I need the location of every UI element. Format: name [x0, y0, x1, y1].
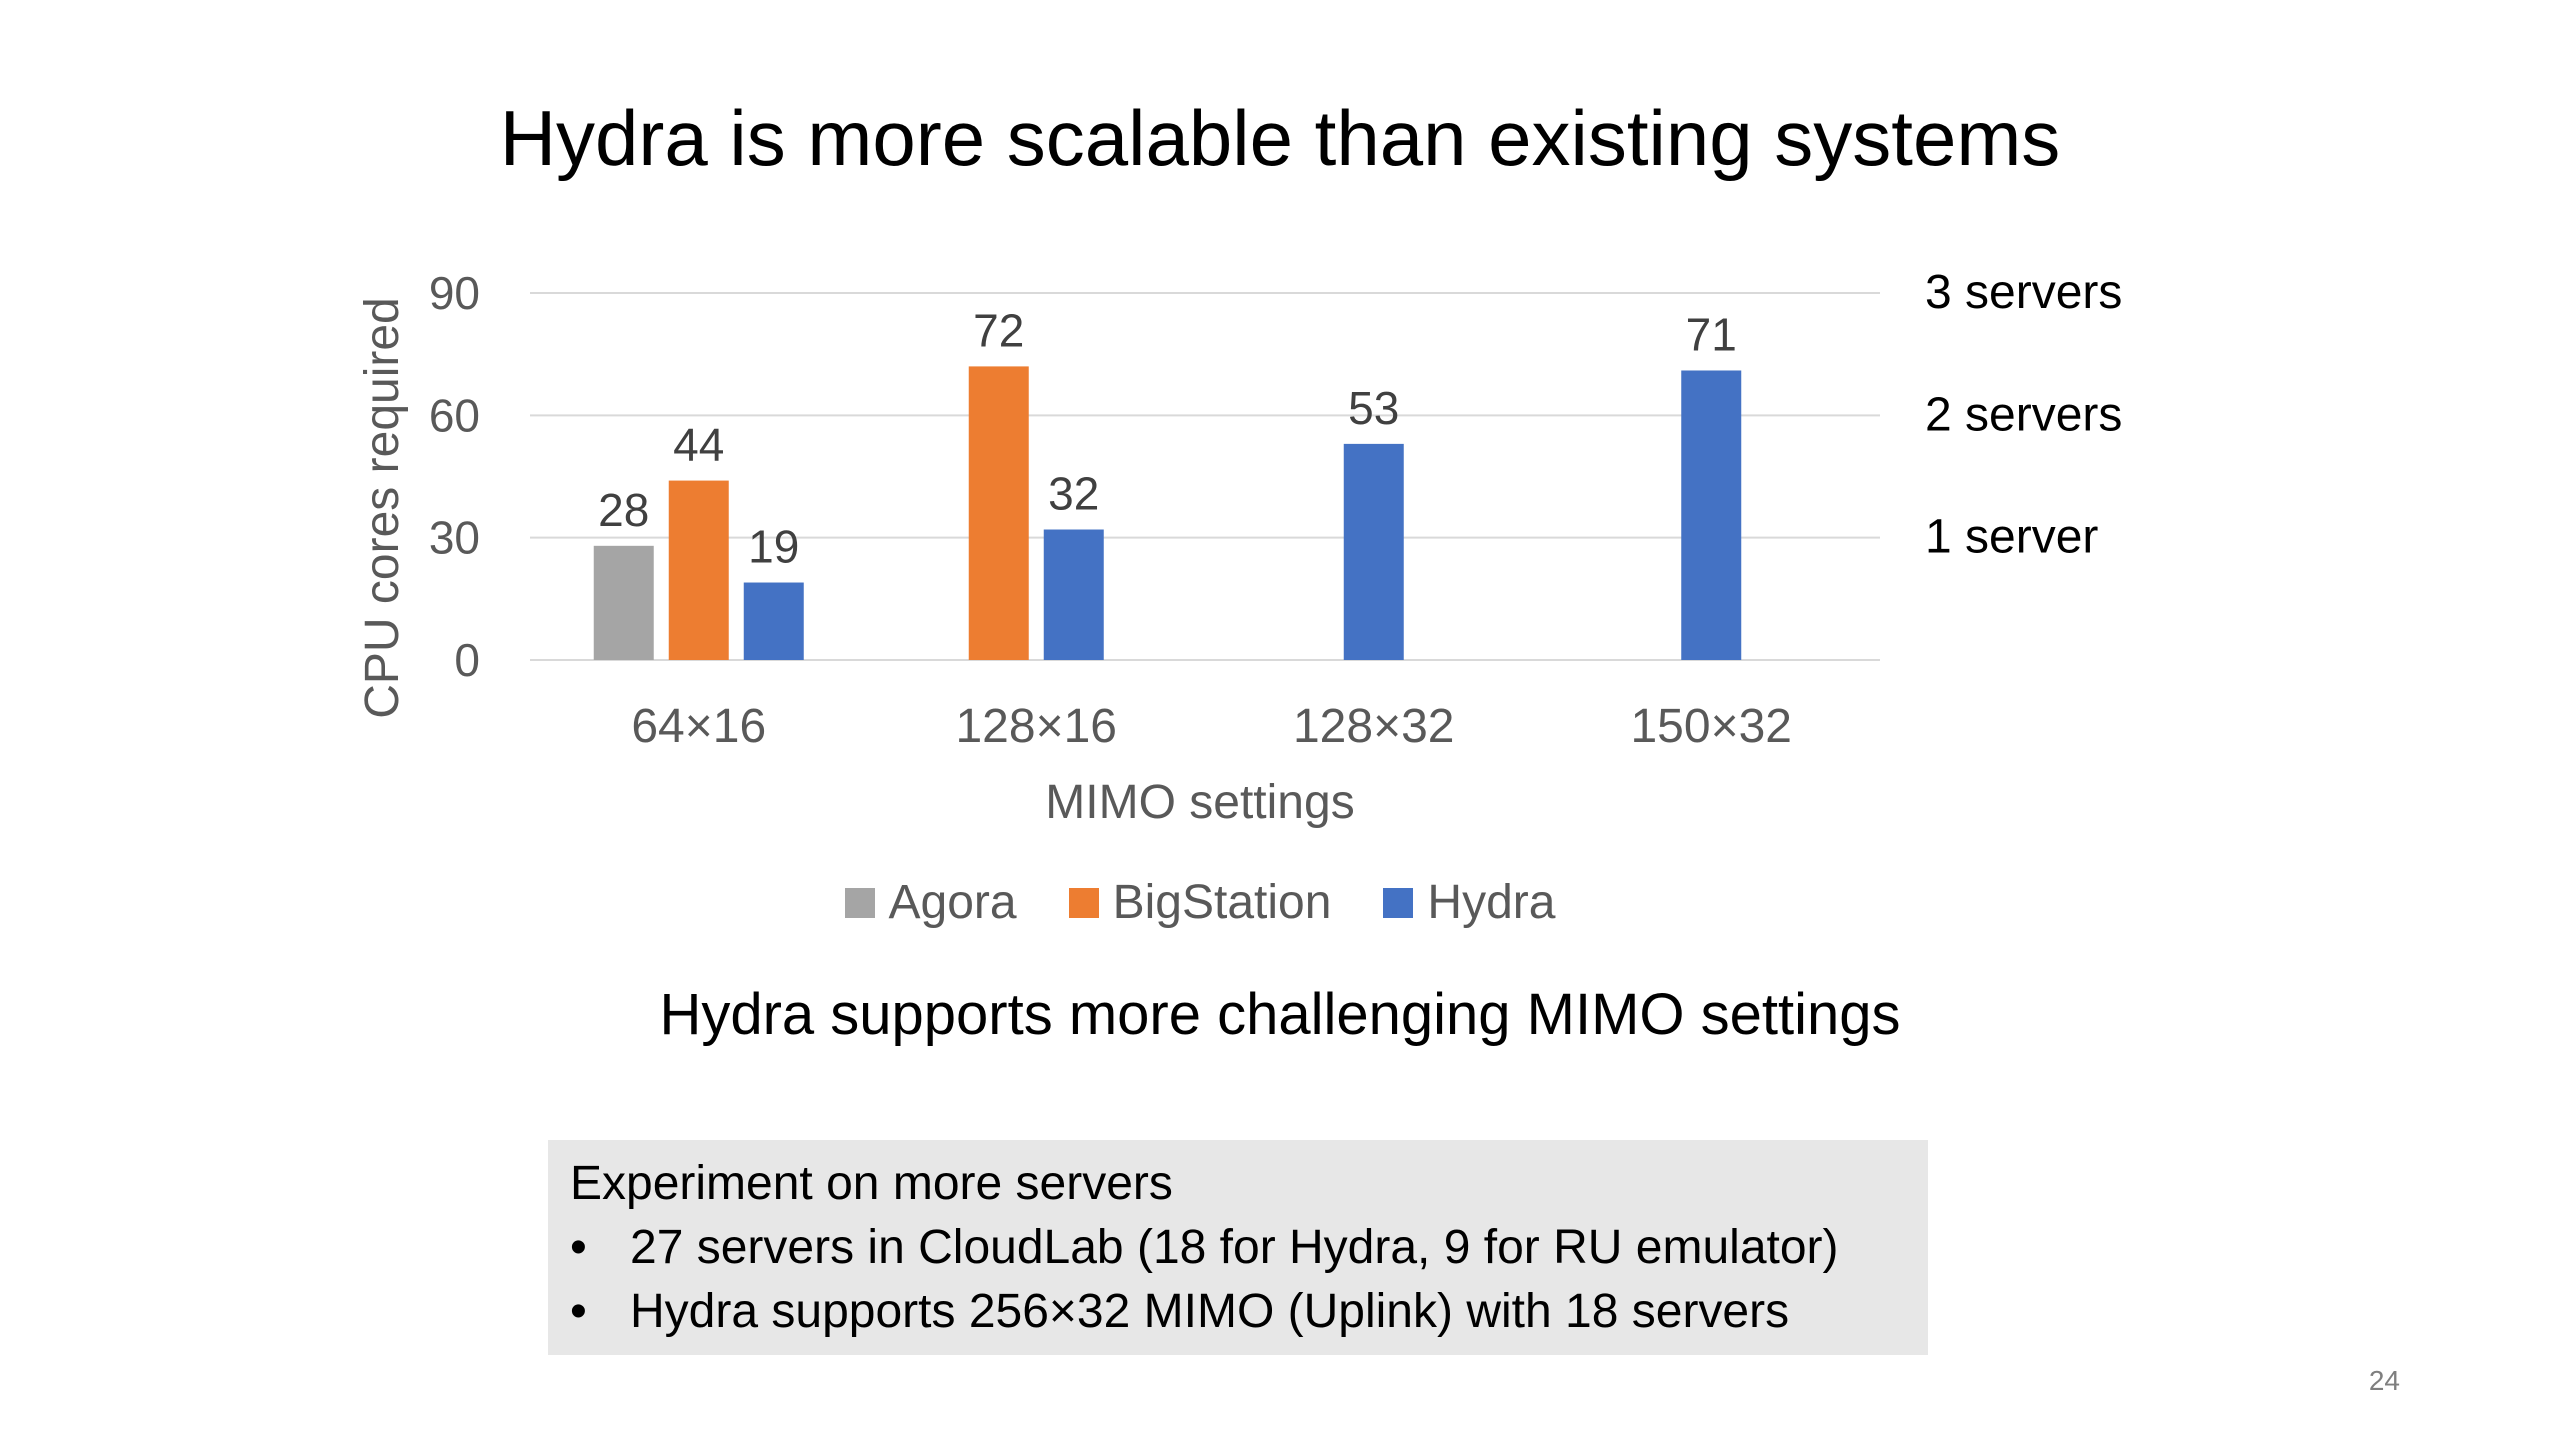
legend-label: BigStation	[1112, 876, 1332, 929]
bar-hydra	[1681, 370, 1742, 660]
x-tick-labels: 64×16 128×16 128×32 150×32	[631, 700, 1792, 753]
legend-label: Agora	[888, 876, 1017, 929]
y-tick-label: 60	[429, 389, 480, 441]
note-bullet-text: Hydra supports 256×32 MIMO (Uplink) with…	[630, 1285, 1790, 1338]
bullet-icon: •	[570, 1221, 587, 1274]
data-labels: 28 44 19 72 32 53 71	[598, 304, 1737, 572]
bullet-icon: •	[570, 1285, 587, 1338]
note-heading: Experiment on more servers	[570, 1157, 1173, 1210]
data-label: 53	[1348, 382, 1399, 434]
y-axis-title: CPU cores required	[356, 297, 409, 719]
legend-item: BigStation	[1068, 875, 1332, 930]
note-bullet-list: • 27 servers in CloudLab (18 for Hydra, …	[570, 1216, 1906, 1344]
x-tick-label: 128×32	[1293, 700, 1455, 753]
x-tick-label: 150×32	[1630, 700, 1792, 753]
bar-agora	[593, 545, 654, 660]
y-tick-label: 0	[454, 634, 480, 686]
bar-bigstation	[968, 366, 1029, 660]
legend-swatch	[1068, 887, 1099, 918]
page-number: 24	[2368, 1365, 2400, 1396]
bar-hydra	[1043, 529, 1104, 660]
bar-bigstation	[668, 480, 729, 660]
server-annotation: 1 server	[1925, 511, 2098, 564]
note-box: Experiment on more servers • 27 servers …	[548, 1140, 1928, 1355]
data-label: 19	[748, 521, 799, 573]
y-tick-labels: 0 30 60 90	[429, 267, 480, 686]
bar-hydra	[1343, 443, 1404, 660]
chart-legend: Agora BigStation Hydra	[0, 875, 2400, 930]
data-label: 32	[1048, 468, 1099, 520]
legend-swatch	[1383, 887, 1414, 918]
server-annotations: 3 servers 2 servers 1 server	[1925, 266, 2122, 564]
y-tick-label: 30	[429, 512, 480, 564]
gridlines	[530, 292, 1880, 661]
slide-title: Hydra is more scalable than existing sys…	[499, 94, 2061, 182]
legend-item: Agora	[844, 875, 1017, 930]
legend-item: Hydra	[1383, 875, 1555, 930]
note-bullet: • Hydra supports 256×32 MIMO (Uplink) wi…	[570, 1280, 1906, 1344]
note-bullet-text: 27 servers in CloudLab (18 for Hydra, 9 …	[630, 1221, 1839, 1274]
bars	[593, 366, 1742, 660]
server-annotation: 2 servers	[1925, 388, 2122, 441]
legend-swatch	[844, 887, 875, 918]
data-label: 44	[673, 419, 724, 471]
note-bullet: • 27 servers in CloudLab (18 for Hydra, …	[570, 1216, 1906, 1280]
x-axis-title: MIMO settings	[1045, 776, 1354, 829]
x-tick-label: 128×16	[955, 700, 1117, 753]
data-label: 71	[1686, 308, 1737, 360]
x-tick-label: 64×16	[631, 700, 766, 753]
legend-label: Hydra	[1427, 876, 1556, 929]
y-tick-label: 90	[429, 267, 480, 319]
data-label: 72	[973, 304, 1024, 356]
server-annotation: 3 servers	[1925, 266, 2122, 319]
bar-hydra	[743, 582, 804, 660]
data-label: 28	[598, 484, 649, 536]
slide-subtitle: Hydra supports more challenging MIMO set…	[659, 982, 1901, 1047]
